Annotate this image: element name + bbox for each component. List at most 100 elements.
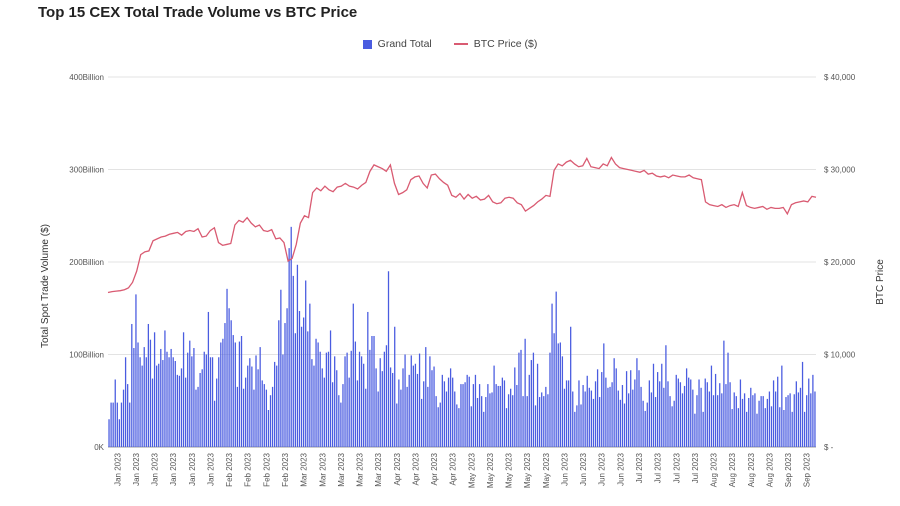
bar[interactable] <box>667 381 669 447</box>
bar[interactable] <box>609 386 611 448</box>
bar[interactable] <box>358 351 361 447</box>
bar[interactable] <box>197 386 199 448</box>
bar[interactable] <box>754 393 756 447</box>
bar[interactable] <box>158 363 160 447</box>
bar[interactable] <box>323 377 325 448</box>
bar[interactable] <box>623 403 626 447</box>
bar[interactable] <box>429 356 431 447</box>
bar[interactable] <box>108 419 110 447</box>
bar[interactable] <box>530 360 532 447</box>
bar[interactable] <box>692 389 694 447</box>
bar[interactable] <box>404 354 406 448</box>
bar[interactable] <box>338 395 340 447</box>
bar[interactable] <box>458 408 460 447</box>
bar[interactable] <box>768 391 771 448</box>
bar[interactable] <box>642 400 644 447</box>
bar[interactable] <box>725 384 727 447</box>
bar[interactable] <box>710 365 713 447</box>
bar[interactable] <box>485 397 487 447</box>
bar[interactable] <box>712 395 715 447</box>
bar[interactable] <box>532 352 535 447</box>
bar[interactable] <box>698 379 700 447</box>
bar[interactable] <box>232 335 234 447</box>
bar[interactable] <box>462 384 464 447</box>
bar[interactable] <box>398 379 400 447</box>
bar[interactable] <box>520 349 522 448</box>
bar[interactable] <box>808 378 810 447</box>
bar[interactable] <box>696 395 698 447</box>
bar[interactable] <box>588 387 590 447</box>
bar[interactable] <box>360 356 363 447</box>
bar[interactable] <box>269 395 272 447</box>
bar[interactable] <box>191 356 193 447</box>
bar[interactable] <box>218 357 220 447</box>
bar[interactable] <box>195 389 197 447</box>
bar[interactable] <box>174 360 176 447</box>
bar[interactable] <box>803 411 806 447</box>
bar[interactable] <box>199 373 201 447</box>
bar[interactable] <box>570 326 572 447</box>
bar[interactable] <box>806 395 808 447</box>
bar[interactable] <box>743 393 746 447</box>
bar[interactable] <box>584 391 586 448</box>
bar[interactable] <box>704 378 706 447</box>
bar[interactable] <box>172 357 174 447</box>
bar[interactable] <box>226 288 228 447</box>
bar[interactable] <box>118 419 121 447</box>
bar[interactable] <box>572 391 574 448</box>
bar[interactable] <box>565 380 568 447</box>
bar[interactable] <box>654 397 657 447</box>
bar[interactable] <box>423 381 425 447</box>
bar[interactable] <box>460 384 462 447</box>
bar[interactable] <box>381 371 383 447</box>
bar[interactable] <box>688 377 690 448</box>
bar[interactable] <box>661 363 663 447</box>
bar[interactable] <box>363 363 365 447</box>
bar[interactable] <box>356 380 359 447</box>
bar[interactable] <box>543 396 545 448</box>
bar[interactable] <box>470 406 472 447</box>
bar[interactable] <box>151 378 154 447</box>
bar[interactable] <box>124 357 127 447</box>
bar[interactable] <box>752 395 754 447</box>
bar[interactable] <box>284 323 286 447</box>
bar[interactable] <box>176 374 178 447</box>
bar[interactable] <box>245 377 247 448</box>
bar[interactable] <box>336 370 338 447</box>
bar[interactable] <box>694 413 696 447</box>
bar[interactable] <box>454 391 456 448</box>
bar[interactable] <box>493 365 495 447</box>
bar[interactable] <box>207 311 210 447</box>
bar[interactable] <box>700 387 702 447</box>
bar[interactable] <box>472 384 475 447</box>
bar[interactable] <box>379 358 381 447</box>
bar[interactable] <box>659 381 661 447</box>
bar[interactable] <box>342 384 344 447</box>
bar[interactable] <box>748 397 750 447</box>
bar[interactable] <box>168 357 170 447</box>
bar[interactable] <box>249 358 251 447</box>
bar[interactable] <box>408 374 410 447</box>
bar[interactable] <box>346 352 348 447</box>
bar[interactable] <box>143 347 145 447</box>
bar[interactable] <box>714 373 717 447</box>
bar[interactable] <box>481 396 483 448</box>
bar[interactable] <box>476 397 479 447</box>
bar[interactable] <box>541 392 543 447</box>
bar[interactable] <box>427 386 429 448</box>
bar[interactable] <box>551 303 553 448</box>
bar[interactable] <box>723 340 725 448</box>
bar[interactable] <box>383 351 386 447</box>
bar[interactable] <box>526 396 528 448</box>
bar[interactable] <box>717 395 719 447</box>
bar[interactable] <box>170 348 172 447</box>
bar[interactable] <box>567 380 570 447</box>
bar[interactable] <box>634 379 636 447</box>
bar[interactable] <box>367 311 369 447</box>
bar[interactable] <box>216 378 218 447</box>
bar[interactable] <box>497 385 499 447</box>
bar[interactable] <box>702 411 704 447</box>
bar[interactable] <box>354 341 357 447</box>
bar[interactable] <box>412 365 414 447</box>
bar[interactable] <box>478 384 481 447</box>
